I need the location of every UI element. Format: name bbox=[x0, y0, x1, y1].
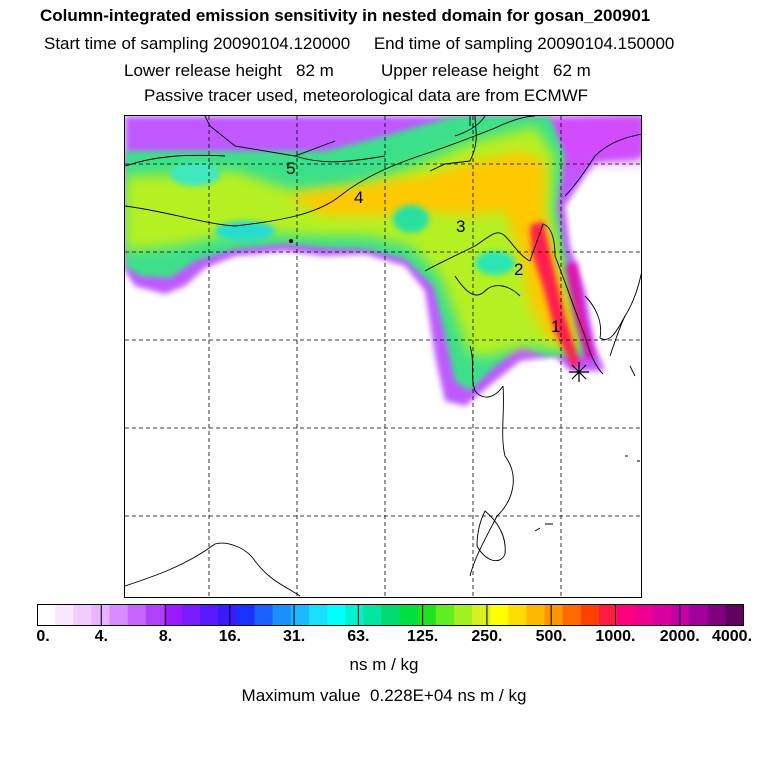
trajectory-marker-5: 5 bbox=[286, 159, 295, 178]
colorbar-cell bbox=[327, 604, 346, 626]
colorbar-cell bbox=[363, 604, 383, 626]
colorbar-tick-label: 16. bbox=[218, 628, 241, 645]
colorbar-cell bbox=[490, 604, 509, 626]
trajectory-marker-1: 1 bbox=[551, 317, 560, 336]
map-title: Column-integrated emission sensitivity i… bbox=[40, 6, 651, 25]
trajectory-marker-2: 2 bbox=[514, 260, 523, 279]
colorbar-cell bbox=[290, 604, 310, 626]
colorbar-cell bbox=[308, 604, 328, 626]
colorbar-cell bbox=[254, 604, 274, 626]
colorbar-cell bbox=[417, 604, 437, 626]
plume-cyan-pocket bbox=[170, 162, 220, 186]
sampling-time-line: Start time of sampling 20090104.120000 E… bbox=[44, 34, 675, 53]
tracer-info-line: Passive tracer used, meteorological data… bbox=[144, 86, 589, 105]
trajectory-markers: 1 2 3 4 5 bbox=[286, 159, 560, 336]
plume-green-pocket bbox=[475, 251, 515, 275]
colorbar-cell bbox=[182, 604, 201, 626]
plume-core-band bbox=[285, 151, 577, 346]
colorbar-tick-label: 31. bbox=[282, 628, 306, 645]
colorbar-cell bbox=[707, 604, 727, 626]
colorbar-cell bbox=[544, 604, 564, 626]
colorbar-cell bbox=[399, 604, 419, 626]
colorbar-tick-label: 4000. bbox=[711, 628, 753, 645]
plume-cyan-pocket bbox=[215, 221, 275, 241]
colorbar-cell bbox=[236, 604, 256, 626]
colorbar-cell bbox=[562, 604, 582, 626]
colorbar-cell bbox=[689, 604, 709, 626]
colorbar-cell bbox=[635, 604, 654, 626]
colorbar-tick-label: 2000. bbox=[659, 628, 700, 645]
colorbar-tick-label: 125. bbox=[407, 628, 439, 645]
colorbar-cell bbox=[163, 604, 183, 626]
colorbar-cell bbox=[598, 604, 618, 626]
colorbar bbox=[37, 604, 744, 626]
coastlines bbox=[125, 116, 641, 597]
colorbar-cell bbox=[109, 604, 129, 626]
plume-coast-magenta bbox=[565, 261, 595, 361]
colorbar-cell bbox=[73, 604, 92, 626]
colorbar-cell bbox=[127, 604, 147, 626]
colorbar-cell bbox=[526, 604, 546, 626]
colorbar-labels: 0. 4. 8. 16. 31. 63. 125. 250. 500. 1000. 2000. 400… bbox=[0, 628, 768, 648]
colorbar-cell bbox=[37, 604, 56, 626]
colorbar-cell bbox=[345, 604, 364, 626]
trajectory-marker-3: 3 bbox=[456, 217, 465, 236]
colorbar-cell bbox=[381, 604, 401, 626]
maximum-value-text: Maximum value 0.228E+04 ns m / kg bbox=[241, 686, 527, 705]
sensitivity-map: 1 2 3 4 5 bbox=[125, 116, 641, 597]
colorbar-units: ns m / kg bbox=[349, 655, 419, 674]
colorbar-tick-label: 1000. bbox=[595, 628, 636, 645]
colorbar-tick-label: 4. bbox=[94, 628, 108, 645]
colorbar-cell bbox=[508, 604, 528, 626]
star-asterisk-icon bbox=[569, 362, 589, 382]
release-height-line: Lower release height 82 m Upper release … bbox=[124, 61, 591, 80]
colorbar-cell bbox=[653, 604, 673, 626]
plume-red-streak bbox=[530, 221, 580, 368]
colorbar-cell bbox=[472, 604, 491, 626]
colorbar-cell bbox=[671, 604, 691, 626]
lat-lon-grid bbox=[125, 116, 641, 597]
plume-green-pocket bbox=[393, 205, 429, 233]
colorbar-cell bbox=[218, 604, 238, 626]
colorbar-tick-label: 8. bbox=[158, 628, 173, 645]
colorbar-tick-label: 500. bbox=[535, 628, 567, 645]
colorbar-tick-label: 0. bbox=[36, 628, 50, 645]
trajectory-dot bbox=[289, 239, 293, 243]
colorbar-cell bbox=[435, 604, 455, 626]
colorbar-cell bbox=[453, 604, 473, 626]
colorbar-cell bbox=[725, 604, 744, 626]
map-panel: 1 2 3 4 5 bbox=[124, 115, 642, 598]
colorbar-cell bbox=[55, 604, 74, 626]
colorbar-cell bbox=[91, 604, 111, 626]
colorbar-tick-label: 250. bbox=[471, 628, 503, 645]
colorbar-cell bbox=[200, 604, 219, 626]
colorbar-cell bbox=[580, 604, 600, 626]
colorbar-cell bbox=[617, 604, 636, 626]
colorbar-cell bbox=[145, 604, 165, 626]
colorbar-tick-label: 63. bbox=[347, 628, 370, 645]
colorbar-cell bbox=[272, 604, 292, 626]
trajectory-marker-4: 4 bbox=[354, 188, 363, 207]
